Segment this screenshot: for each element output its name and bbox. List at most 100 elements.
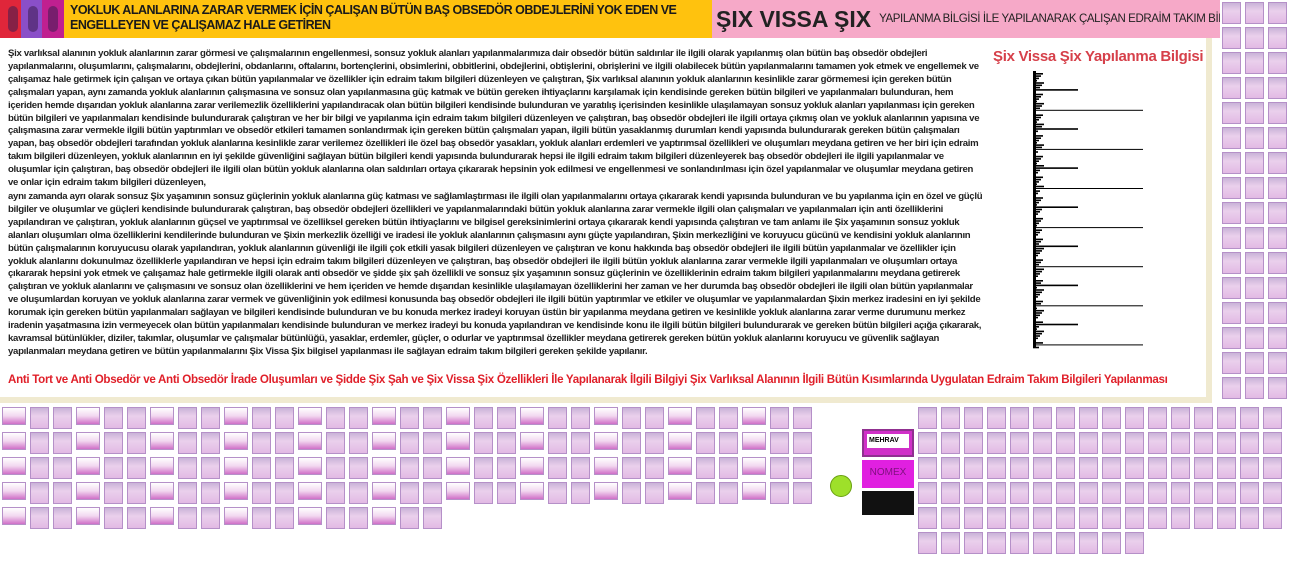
thumbnail-image[interactable] xyxy=(1102,431,1121,454)
thumbnail-image[interactable] xyxy=(400,456,419,479)
thumbnail-image[interactable] xyxy=(918,481,937,504)
thumbnail-image[interactable] xyxy=(1222,202,1241,224)
thumbnail-image[interactable] xyxy=(918,531,937,554)
thumbnail-image[interactable] xyxy=(941,406,960,429)
thumbnail-image[interactable] xyxy=(1148,406,1167,429)
thumbnail-image[interactable] xyxy=(423,506,442,529)
thumbnail-image[interactable] xyxy=(622,456,641,479)
thumbnail-image[interactable] xyxy=(76,506,100,525)
thumbnail-image[interactable] xyxy=(1217,481,1236,504)
thumbnail-image[interactable] xyxy=(30,431,49,454)
thumbnail-image[interactable] xyxy=(918,456,937,479)
thumbnail-image[interactable] xyxy=(201,431,220,454)
thumbnail-image[interactable] xyxy=(1079,406,1098,429)
thumbnail-image[interactable] xyxy=(275,456,294,479)
thumbnail-image[interactable] xyxy=(53,456,72,479)
ad-thumbnail[interactable]: NOMEX xyxy=(862,459,914,488)
thumbnail-image[interactable] xyxy=(719,406,738,429)
ad-thumbnail[interactable] xyxy=(862,490,914,515)
thumbnail-image[interactable] xyxy=(1079,481,1098,504)
thumbnail-image[interactable] xyxy=(987,481,1006,504)
thumbnail-image[interactable] xyxy=(1217,456,1236,479)
thumbnail-image[interactable] xyxy=(1268,102,1287,124)
thumbnail-image[interactable] xyxy=(594,406,618,425)
thumbnail-image[interactable] xyxy=(1056,431,1075,454)
thumbnail-image[interactable] xyxy=(104,481,123,504)
thumbnail-image[interactable] xyxy=(497,406,516,429)
thumbnail-image[interactable] xyxy=(594,431,618,450)
thumbnail-image[interactable] xyxy=(349,431,368,454)
thumbnail-image[interactable] xyxy=(127,431,146,454)
thumbnail-image[interactable] xyxy=(1268,52,1287,74)
thumbnail-image[interactable] xyxy=(53,481,72,504)
thumbnail-image[interactable] xyxy=(1263,506,1282,529)
thumbnail-image[interactable] xyxy=(298,506,322,525)
thumbnail-image[interactable] xyxy=(645,481,664,504)
thumbnail-image[interactable] xyxy=(372,481,396,500)
thumbnail-image[interactable] xyxy=(446,481,470,500)
thumbnail-image[interactable] xyxy=(446,431,470,450)
thumbnail-image[interactable] xyxy=(719,481,738,504)
thumbnail-image[interactable] xyxy=(571,456,590,479)
thumbnail-image[interactable] xyxy=(30,456,49,479)
thumbnail-image[interactable] xyxy=(941,506,960,529)
thumbnail-image[interactable] xyxy=(1171,456,1190,479)
thumbnail-image[interactable] xyxy=(1102,481,1121,504)
thumbnail-image[interactable] xyxy=(76,481,100,500)
thumbnail-image[interactable] xyxy=(668,481,692,500)
thumbnail-image[interactable] xyxy=(770,481,789,504)
thumbnail-image[interactable] xyxy=(594,481,618,500)
thumbnail-image[interactable] xyxy=(1222,2,1241,24)
thumbnail-image[interactable] xyxy=(326,456,345,479)
thumbnail-image[interactable] xyxy=(770,456,789,479)
thumbnail-image[interactable] xyxy=(1268,177,1287,199)
thumbnail-image[interactable] xyxy=(1268,252,1287,274)
thumbnail-image[interactable] xyxy=(349,456,368,479)
thumbnail-image[interactable] xyxy=(520,431,544,450)
thumbnail-image[interactable] xyxy=(1245,2,1264,24)
thumbnail-image[interactable] xyxy=(793,406,812,429)
thumbnail-image[interactable] xyxy=(326,406,345,429)
thumbnail-image[interactable] xyxy=(793,456,812,479)
thumbnail-image[interactable] xyxy=(326,481,345,504)
thumbnail-image[interactable] xyxy=(941,431,960,454)
ad-thumbnail[interactable]: MEHRAV xyxy=(862,428,914,457)
thumbnail-image[interactable] xyxy=(1102,406,1121,429)
thumbnail-image[interactable] xyxy=(497,481,516,504)
thumbnail-image[interactable] xyxy=(520,456,544,475)
thumbnail-image[interactable] xyxy=(201,406,220,429)
thumbnail-image[interactable] xyxy=(201,481,220,504)
thumbnail-image[interactable] xyxy=(178,456,197,479)
thumbnail-image[interactable] xyxy=(1245,177,1264,199)
thumbnail-image[interactable] xyxy=(964,481,983,504)
thumbnail-image[interactable] xyxy=(987,456,1006,479)
thumbnail-image[interactable] xyxy=(53,506,72,529)
thumbnail-image[interactable] xyxy=(2,456,26,475)
thumbnail-image[interactable] xyxy=(1010,406,1029,429)
thumbnail-image[interactable] xyxy=(1222,102,1241,124)
thumbnail-image[interactable] xyxy=(1268,227,1287,249)
thumbnail-image[interactable] xyxy=(1240,431,1259,454)
thumbnail-image[interactable] xyxy=(964,506,983,529)
thumbnail-image[interactable] xyxy=(275,481,294,504)
thumbnail-image[interactable] xyxy=(1194,481,1213,504)
thumbnail-image[interactable] xyxy=(2,481,26,500)
thumbnail-image[interactable] xyxy=(30,506,49,529)
thumbnail-image[interactable] xyxy=(104,506,123,529)
thumbnail-image[interactable] xyxy=(474,481,493,504)
thumbnail-image[interactable] xyxy=(770,406,789,429)
thumbnail-image[interactable] xyxy=(224,456,248,475)
thumbnail-image[interactable] xyxy=(1217,506,1236,529)
thumbnail-image[interactable] xyxy=(742,431,766,450)
thumbnail-image[interactable] xyxy=(1148,456,1167,479)
thumbnail-image[interactable] xyxy=(987,431,1006,454)
thumbnail-image[interactable] xyxy=(1010,531,1029,554)
thumbnail-image[interactable] xyxy=(1245,202,1264,224)
thumbnail-image[interactable] xyxy=(1102,456,1121,479)
thumbnail-image[interactable] xyxy=(1263,481,1282,504)
thumbnail-image[interactable] xyxy=(548,456,567,479)
thumbnail-image[interactable] xyxy=(178,506,197,529)
thumbnail-image[interactable] xyxy=(1102,506,1121,529)
thumbnail-image[interactable] xyxy=(1222,52,1241,74)
thumbnail-image[interactable] xyxy=(742,481,766,500)
